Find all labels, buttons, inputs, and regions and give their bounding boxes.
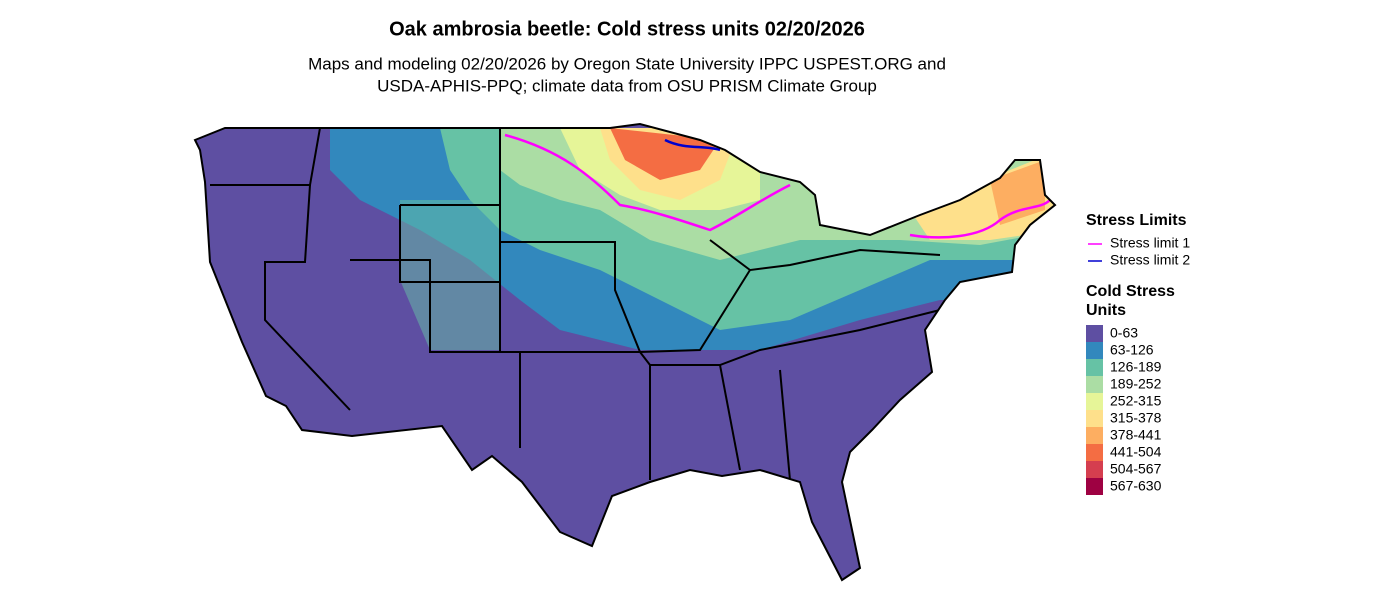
legend-swatch — [1086, 393, 1103, 410]
legend: Stress Limits Cold Stress Units Stress l… — [1086, 212, 1190, 495]
stress-limit-line — [504, 133, 1051, 239]
legend-swatch — [1086, 410, 1103, 427]
legend-swatch — [1086, 461, 1103, 478]
legend-label: Stress limit 1 — [1110, 235, 1190, 251]
region — [610, 128, 720, 180]
legend-swatch — [1086, 342, 1103, 359]
legend-label: 441-504 — [1110, 444, 1162, 460]
legend-label: 252-315 — [1110, 393, 1162, 409]
country-outline — [193, 122, 1057, 582]
legend-title: Units — [1086, 302, 1126, 319]
map-area — [195, 124, 1055, 580]
legend-swatch — [1086, 376, 1103, 393]
legend-swatch — [1086, 325, 1103, 342]
legend-label: 567-630 — [1110, 478, 1162, 494]
legend-swatch — [1086, 427, 1103, 444]
legend-title: Stress Limits — [1086, 212, 1187, 229]
legend-label: Stress limit 2 — [1110, 252, 1190, 268]
map-title: Oak ambrosia beetle: Cold stress units 0… — [389, 18, 865, 40]
state-borders — [210, 127, 941, 481]
legend-label: 189-252 — [1110, 376, 1162, 392]
legend-label: 126-189 — [1110, 359, 1162, 375]
legend-label: 0-63 — [1110, 325, 1138, 341]
legend-label: 504-567 — [1110, 461, 1162, 477]
legend-label: 315-378 — [1110, 410, 1162, 426]
region — [400, 200, 500, 350]
legend-label: 63-126 — [1110, 342, 1154, 358]
legend-swatch — [1086, 478, 1103, 495]
legend-swatch — [1086, 444, 1103, 461]
legend-title: Cold Stress — [1086, 283, 1175, 300]
legend-swatch — [1086, 359, 1103, 376]
subtitle: Maps and modeling 02/20/2026 by Oregon S… — [308, 54, 946, 73]
stress-limit-line — [664, 138, 721, 152]
subtitle: USDA-APHIS-PPQ; climate data from OSU PR… — [377, 76, 877, 95]
legend-label: 378-441 — [1110, 427, 1162, 443]
